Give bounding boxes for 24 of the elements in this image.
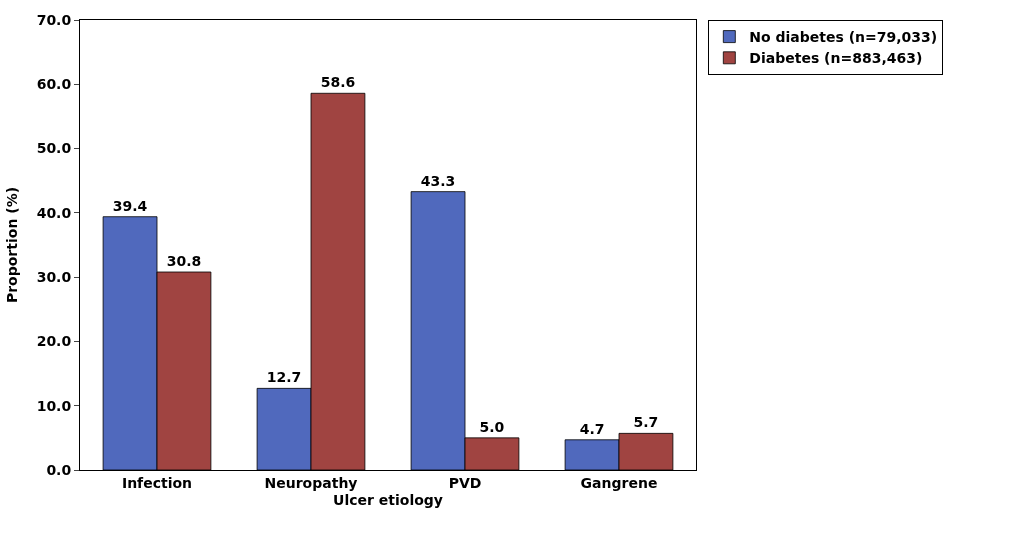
y-tick-label: 40.0 (36, 204, 72, 221)
x-tick-label: Infection (121, 474, 193, 491)
data-label: 58.6 (320, 74, 356, 91)
y-tick-label: 20.0 (36, 333, 72, 350)
x-axis-title: Ulcer etiology (333, 492, 443, 509)
legend-label: No diabetes (n=79,033) (749, 29, 938, 46)
data-label: 5.7 (633, 414, 659, 431)
x-tick-label: Neuropathy (264, 474, 358, 491)
x-tick-label: PVD (448, 474, 482, 491)
data-label: 5.0 (479, 418, 505, 435)
data-label: 39.4 (112, 197, 148, 214)
data-label: 4.7 (579, 420, 605, 437)
legend-label: Diabetes (n=883,463) (749, 50, 923, 67)
data-label: 43.3 (420, 172, 456, 189)
y-tick-label: 0.0 (46, 461, 72, 478)
y-tick-label: 30.0 (36, 269, 72, 286)
data-label: 30.8 (166, 253, 202, 269)
y-axis-title: Proportion (%) (4, 186, 21, 304)
data-label: 12.7 (266, 369, 302, 386)
y-tick-label: 70.0 (36, 11, 72, 28)
x-tick-label: Gangrene (580, 474, 658, 491)
y-tick-label: 10.0 (36, 397, 72, 414)
y-tick-label: 50.0 (36, 140, 72, 157)
y-tick-label: 60.0 (36, 76, 72, 93)
